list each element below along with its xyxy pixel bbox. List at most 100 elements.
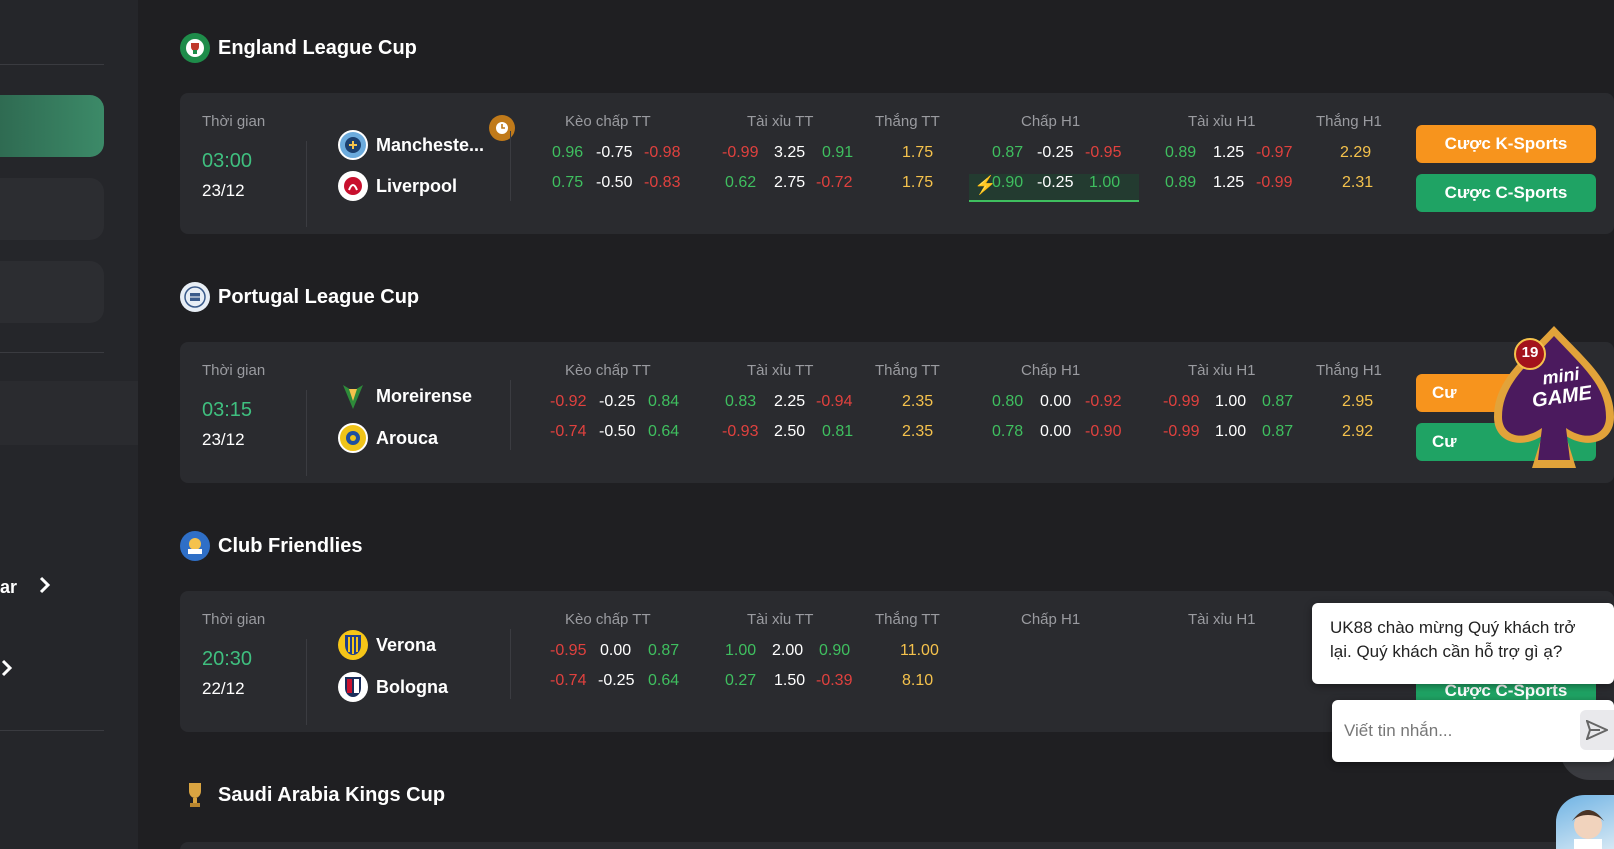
- odd-value[interactable]: -0.99: [722, 144, 759, 161]
- sidebar: ar: [0, 0, 138, 849]
- odd-value[interactable]: -0.93: [722, 423, 759, 440]
- league-header[interactable]: Portugal League Cup: [180, 282, 419, 312]
- odd-value[interactable]: -0.92: [1085, 393, 1122, 410]
- odd-value[interactable]: 0.84: [648, 393, 680, 410]
- odd-value[interactable]: 0.89: [1165, 174, 1197, 191]
- match-time: 20:30: [202, 648, 253, 670]
- bet-k-sports-button[interactable]: Cược K-Sports: [1416, 125, 1596, 163]
- odd-value[interactable]: 0.87: [992, 144, 1024, 161]
- odd-value[interactable]: 2.95: [1342, 393, 1374, 410]
- odd-value[interactable]: 0.87: [1262, 393, 1294, 410]
- odd-value[interactable]: -0.94: [816, 393, 853, 410]
- odd-value[interactable]: -0.92: [550, 393, 587, 410]
- odd-value[interactable]: -0.90: [1085, 423, 1122, 440]
- sidebar-item[interactable]: [0, 381, 138, 445]
- odd-value[interactable]: 8.10: [902, 672, 934, 689]
- odds-highlight: [969, 174, 1139, 202]
- odd-value[interactable]: 2.35: [902, 423, 934, 440]
- away-team[interactable]: Bologna: [338, 672, 448, 702]
- odd-value[interactable]: 0.64: [648, 423, 680, 440]
- odd-value[interactable]: 1.75: [902, 144, 934, 161]
- odd-value[interactable]: 0.27: [725, 672, 757, 689]
- odd-value[interactable]: -0.98: [644, 144, 681, 161]
- odd-value[interactable]: -0.72: [816, 174, 853, 191]
- odd-value[interactable]: 2.31: [1342, 174, 1374, 191]
- odd-value[interactable]: 0.75: [552, 174, 584, 191]
- odd-value[interactable]: -0.95: [550, 642, 587, 659]
- odd-value[interactable]: 0.78: [992, 423, 1024, 440]
- odd-line: -0.25: [598, 672, 635, 689]
- odd-value[interactable]: -0.99: [1163, 423, 1200, 440]
- odd-value[interactable]: 0.83: [725, 393, 757, 410]
- odd-value[interactable]: 0.81: [822, 423, 854, 440]
- league-name: Saudi Arabia Kings Cup: [218, 783, 446, 806]
- away-team-name: Bologna: [376, 676, 448, 697]
- home-team[interactable]: Verona: [338, 630, 436, 660]
- odd-value[interactable]: -0.97: [1256, 144, 1293, 161]
- odd-line: 0.00: [1040, 423, 1072, 440]
- odd-value[interactable]: -0.95: [1085, 144, 1122, 161]
- sidebar-item[interactable]: [0, 178, 104, 240]
- odd-line: 1.25: [1213, 144, 1245, 161]
- england-league-cup-logo-icon: [180, 33, 210, 63]
- send-icon[interactable]: [1580, 710, 1614, 750]
- odd-value[interactable]: -0.74: [550, 672, 587, 689]
- odd-value[interactable]: 0.87: [648, 642, 680, 659]
- odd-value[interactable]: 2.29: [1340, 144, 1372, 161]
- odd-value[interactable]: 0.96: [552, 144, 584, 161]
- odd-value[interactable]: -0.83: [644, 174, 681, 191]
- chevron-right-icon[interactable]: [0, 658, 14, 684]
- chat-message-input[interactable]: [1344, 712, 1564, 750]
- league-header[interactable]: England League Cup: [180, 33, 417, 63]
- away-team[interactable]: Arouca: [338, 423, 438, 453]
- odd-value[interactable]: 0.90: [819, 642, 851, 659]
- odd-line: 2.50: [774, 423, 806, 440]
- divider: [510, 629, 511, 699]
- mini-game-widget[interactable]: 19 mini GAME: [1448, 322, 1614, 472]
- home-team-name: Verona: [376, 634, 437, 655]
- column-header: Chấp H1: [1021, 611, 1081, 628]
- odd-value[interactable]: -0.99: [1163, 393, 1200, 410]
- divider: [510, 380, 511, 450]
- odd-value[interactable]: 2.35: [902, 393, 934, 410]
- odd-value[interactable]: 1.75: [902, 174, 934, 191]
- odd-value[interactable]: -0.99: [1256, 174, 1293, 191]
- sidebar-item-active[interactable]: [0, 95, 104, 157]
- verona-crest-icon: [338, 630, 368, 660]
- odd-line: 1.00: [1215, 423, 1247, 440]
- odd-value[interactable]: 0.80: [992, 393, 1024, 410]
- odd-value[interactable]: 0.89: [1165, 144, 1197, 161]
- column-header: Tài xỉu H1: [1188, 113, 1256, 130]
- odd-value[interactable]: 0.62: [725, 174, 757, 191]
- odd-value[interactable]: 0.87: [1262, 423, 1294, 440]
- divider: [510, 131, 511, 201]
- column-header: Kèo chấp TT: [565, 362, 651, 379]
- league-header[interactable]: Saudi Arabia Kings Cup: [180, 780, 445, 810]
- odd-value[interactable]: 1.00: [1089, 174, 1121, 191]
- chevron-right-icon[interactable]: [38, 575, 52, 601]
- league-header[interactable]: Club Friendlies: [180, 531, 362, 561]
- odd-value[interactable]: 0.64: [648, 672, 680, 689]
- odd-value[interactable]: 0.90: [992, 174, 1024, 191]
- odd-value[interactable]: 1.00: [725, 642, 757, 659]
- sidebar-item-label[interactable]: ar: [0, 577, 18, 597]
- odd-line: 1.50: [774, 672, 806, 689]
- odd-value[interactable]: 11.00: [900, 642, 939, 659]
- odd-value[interactable]: 2.92: [1342, 423, 1374, 440]
- away-team-name: Liverpool: [376, 175, 458, 196]
- bet-c-sports-button[interactable]: Cược C-Sports: [1416, 174, 1596, 212]
- home-team[interactable]: Mancheste...: [338, 130, 484, 160]
- odd-value[interactable]: -0.39: [816, 672, 853, 689]
- column-header: Thắng TT: [875, 611, 940, 628]
- odd-line: 2.25: [774, 393, 806, 410]
- clock-icon[interactable]: [489, 115, 515, 141]
- home-team[interactable]: Moreirense: [338, 381, 472, 411]
- odd-value[interactable]: 0.91: [822, 144, 854, 161]
- odd-value[interactable]: -0.74: [550, 423, 587, 440]
- odd-line: -0.50: [599, 423, 636, 440]
- away-team[interactable]: Liverpool: [338, 171, 457, 201]
- odd-line: 0.00: [600, 642, 632, 659]
- sidebar-item[interactable]: [0, 261, 104, 323]
- sidebar-divider: [0, 64, 104, 65]
- support-avatar[interactable]: [1556, 795, 1614, 849]
